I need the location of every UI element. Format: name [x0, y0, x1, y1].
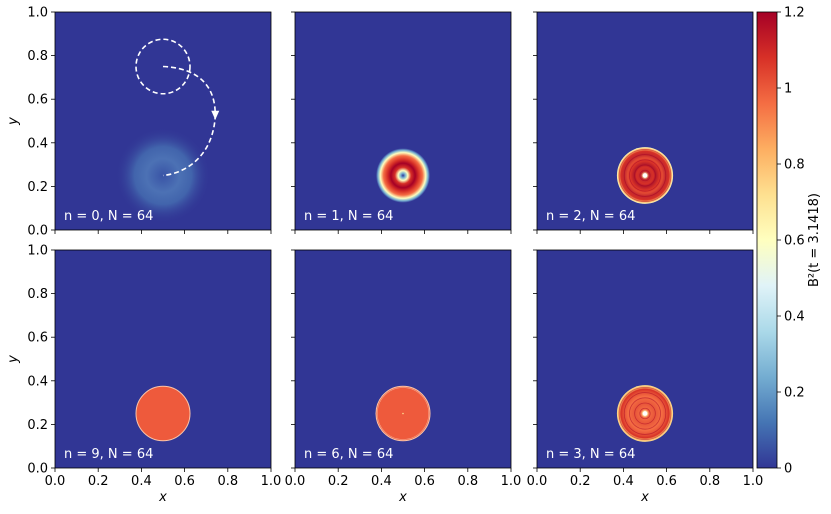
panel-frame — [294, 249, 512, 469]
x-tick-label: 0.2 — [570, 474, 591, 489]
panel-4: n = 6, N = 64 0.0 0.2 0.4 0.6 0.8 1.0 x — [285, 249, 522, 505]
colorbar-tick-label: 0.4 — [784, 310, 805, 325]
panel-label: n = 3, N = 64 — [546, 447, 635, 462]
y-tick-label: 0.6 — [27, 93, 48, 108]
colorbar-tick-label: 1 — [784, 82, 792, 97]
x-tick-label: 0.0 — [285, 474, 306, 489]
x-tick-label: 1.0 — [501, 474, 522, 489]
trajectory-arrowhead — [211, 110, 220, 120]
x-axis-label: x — [158, 490, 167, 505]
center-dot — [642, 411, 648, 416]
oscillation-ring — [618, 148, 672, 203]
colorbar-tick-label: 0 — [784, 462, 792, 477]
oscillation-ring — [623, 392, 667, 435]
disk-inner-edge — [376, 387, 430, 440]
panel-frame — [54, 11, 272, 231]
field-ring — [376, 148, 430, 203]
x-tick-label: 0.2 — [88, 474, 109, 489]
center-dot — [642, 173, 648, 178]
x-tick-label: 0.4 — [371, 474, 392, 489]
panel-5: n = 3, N = 64 0.0 0.2 0.4 0.6 0.8 1.0 x — [527, 249, 764, 505]
x-tick-label: 0.2 — [328, 474, 349, 489]
y-axis-label: y — [6, 355, 21, 364]
y-tick-label: 0.2 — [27, 180, 48, 195]
x-tick-label: 0.8 — [457, 474, 478, 489]
x-tick-label: 0.6 — [414, 474, 435, 489]
y-tick-label: 0.6 — [27, 331, 48, 346]
panel-1: n = 1, N = 64 — [291, 11, 512, 234]
y-tick-label: 0.2 — [27, 418, 48, 433]
panel-label: n = 2, N = 64 — [546, 209, 635, 224]
colorbar-bar — [756, 11, 778, 469]
x-tick-label: 1.0 — [743, 474, 764, 489]
trajectory-circle — [135, 38, 191, 95]
y-tick-label: 1.0 — [27, 244, 48, 259]
oscillation-ring — [629, 397, 661, 430]
y-tick-label: 1.0 — [27, 6, 48, 21]
oscillation-ring — [623, 154, 667, 197]
panel-label: n = 1, N = 64 — [304, 209, 393, 224]
panel-label: n = 0, N = 64 — [64, 209, 153, 224]
panels-group: n = 0, N = 64 0.0 0.2 0.4 0.6 0.8 1.0 y n = 1, N… — [6, 6, 763, 506]
y-axis-label: y — [6, 117, 21, 126]
x-tick-label: 0.8 — [217, 474, 238, 489]
y-tick-label: 0.0 — [27, 224, 48, 239]
x-tick-label: 0.6 — [174, 474, 195, 489]
panel-3: n = 9, N = 64 0.0 0.2 0.4 0.6 0.8 1.0 0.0 0.2 0.4… — [6, 244, 281, 506]
oscillation-ring — [639, 169, 651, 182]
colorbar: 0 0.2 0.4 0.6 0.8 1 1.2 — [756, 6, 805, 477]
x-tick-label: 0.4 — [131, 474, 152, 489]
y-tick-label: 0.4 — [27, 136, 48, 151]
field-disk — [135, 385, 191, 442]
x-tick-label: 0.8 — [699, 474, 720, 489]
oscillation-ring — [618, 386, 672, 441]
x-tick-label: 0.6 — [656, 474, 677, 489]
trajectory-annotation — [135, 38, 220, 177]
colorbar-label: B²(t = 3.1418) — [807, 193, 822, 287]
panel-0: n = 0, N = 64 0.0 0.2 0.4 0.6 0.8 1.0 y — [6, 6, 272, 239]
panel-frame — [536, 249, 754, 469]
trajectory-path — [162, 65, 216, 177]
panel-label: n = 6, N = 64 — [304, 447, 393, 462]
colorbar-tick-label: 0.2 — [784, 386, 805, 401]
y-tick-label: 0.8 — [27, 287, 48, 302]
oscillation-ring — [634, 164, 656, 187]
y-tick-label: 0.0 — [27, 462, 48, 477]
x-tick-label: 0.0 — [45, 474, 66, 489]
colorbar-tick-label: 0.8 — [784, 158, 805, 173]
x-tick-label: 0.4 — [613, 474, 634, 489]
oscillation-ring — [629, 159, 661, 192]
x-axis-label: x — [398, 490, 407, 505]
x-tick-label: 0.0 — [527, 474, 548, 489]
panel-frame — [294, 11, 512, 231]
panel-frame — [536, 11, 754, 231]
panel-label: n = 9, N = 64 — [64, 447, 153, 462]
y-tick-label: 0.4 — [27, 374, 48, 389]
panel-2: n = 2, N = 64 — [533, 11, 754, 234]
colorbar-tick-label: 0.6 — [784, 234, 805, 249]
x-tick-label: 1.0 — [261, 474, 282, 489]
center-dot — [402, 412, 404, 415]
y-tick-label: 0.8 — [27, 49, 48, 64]
oscillation-ring — [634, 402, 656, 425]
oscillation-ring — [639, 407, 651, 420]
x-axis-label: x — [640, 490, 649, 505]
panel-frame — [54, 249, 272, 469]
colorbar-tick-label: 1.2 — [784, 6, 805, 21]
